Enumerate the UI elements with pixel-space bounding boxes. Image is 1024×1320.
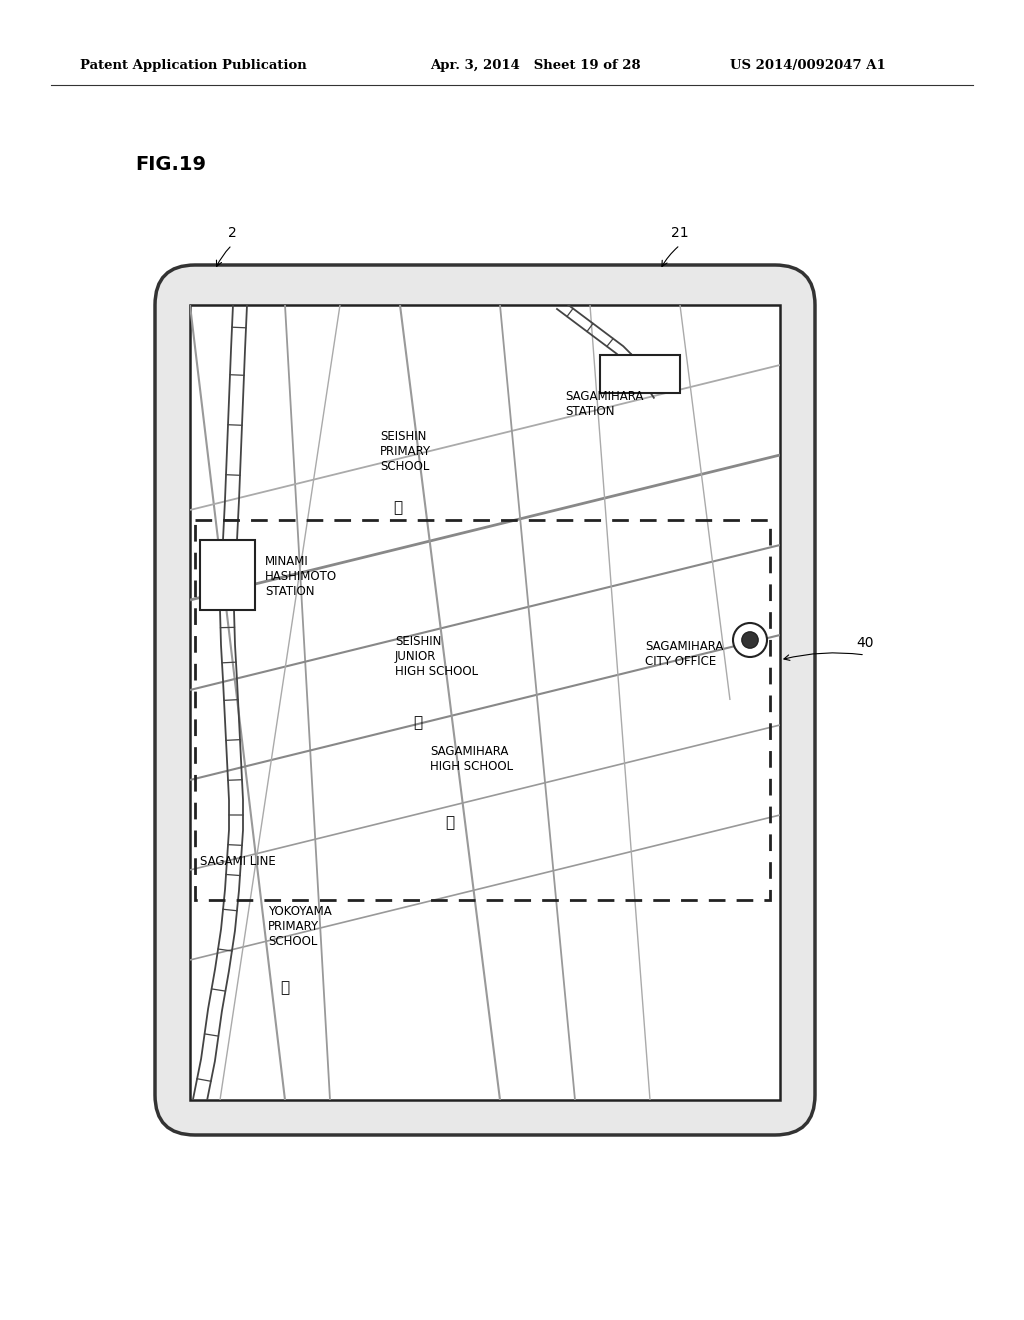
Text: MINAMI
HASHIMOTO
STATION: MINAMI HASHIMOTO STATION (265, 554, 337, 598)
Text: 21: 21 (671, 226, 689, 240)
Circle shape (733, 623, 767, 657)
Text: SEISHIN
PRIMARY
SCHOOL: SEISHIN PRIMARY SCHOOL (380, 430, 431, 473)
Bar (195, 520, 770, 900)
Circle shape (741, 632, 758, 648)
Text: SAGAMI LINE: SAGAMI LINE (200, 855, 275, 869)
Text: 文: 文 (445, 814, 455, 830)
Text: 40: 40 (856, 636, 873, 649)
Text: 文: 文 (393, 500, 402, 515)
Text: FIG.19: FIG.19 (135, 156, 206, 174)
Text: YOKOYAMA
PRIMARY
SCHOOL: YOKOYAMA PRIMARY SCHOOL (268, 906, 332, 948)
Text: 文: 文 (281, 979, 290, 995)
Text: SEISHIN
JUNIOR
HIGH SCHOOL: SEISHIN JUNIOR HIGH SCHOOL (395, 635, 478, 678)
Text: Apr. 3, 2014   Sheet 19 of 28: Apr. 3, 2014 Sheet 19 of 28 (430, 58, 641, 71)
Bar (190, 305, 780, 1100)
Bar (600, 355, 680, 393)
Text: 2: 2 (227, 226, 237, 240)
Text: SAGAMIHARA
HIGH SCHOOL: SAGAMIHARA HIGH SCHOOL (430, 744, 513, 774)
Text: 文: 文 (414, 715, 423, 730)
Text: Patent Application Publication: Patent Application Publication (80, 58, 307, 71)
Text: SAGAMIHARA
CITY OFFICE: SAGAMIHARA CITY OFFICE (645, 640, 723, 668)
Bar (200, 540, 255, 610)
Text: SAGAMIHARA
STATION: SAGAMIHARA STATION (565, 389, 643, 418)
Text: US 2014/0092047 A1: US 2014/0092047 A1 (730, 58, 886, 71)
FancyBboxPatch shape (155, 265, 815, 1135)
